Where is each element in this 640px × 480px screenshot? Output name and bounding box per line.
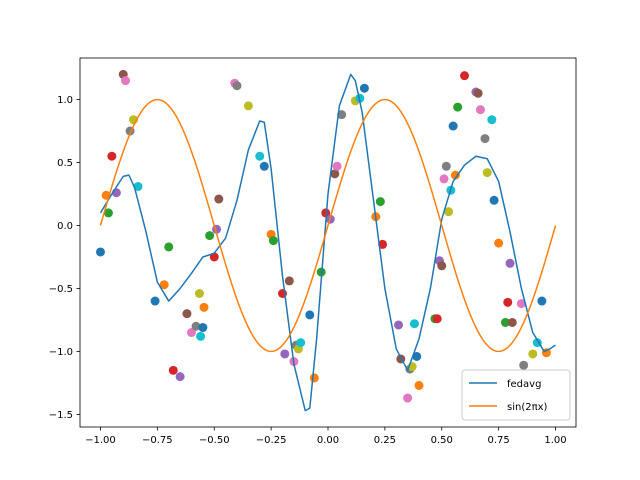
x-tick-label: 0.00: [317, 435, 339, 446]
x-tick-label: −1.00: [85, 435, 116, 446]
scatter-point: [150, 296, 160, 306]
y-tick-label: 0.5: [57, 158, 73, 169]
scatter-point: [164, 242, 174, 252]
x-tick-label: 0.75: [488, 435, 510, 446]
scatter-point: [305, 310, 315, 320]
scatter-point: [448, 121, 458, 131]
scatter-point: [519, 360, 529, 370]
scatter-point: [359, 83, 369, 93]
scatter-point: [475, 105, 485, 115]
scatter-point: [186, 328, 196, 338]
scatter-point: [337, 110, 347, 120]
y-tick-label: 1.0: [57, 95, 73, 106]
scatter-point: [175, 372, 185, 382]
scatter-point: [412, 351, 422, 361]
scatter-point: [439, 174, 449, 184]
y-tick-label: 0.0: [57, 221, 73, 232]
scatter-point: [494, 238, 504, 248]
scatter-point: [191, 321, 201, 331]
sine-line: [99, 98, 557, 353]
x-tick-label: 0.50: [431, 435, 453, 446]
scatter-point: [284, 276, 294, 286]
scatter-point: [133, 181, 143, 191]
scatter-point: [507, 317, 517, 327]
scatter-point: [103, 208, 113, 218]
scatter-point: [528, 349, 538, 359]
scatter-point: [473, 88, 483, 98]
scatter-point: [95, 247, 105, 257]
legend-fedavg-label: fedavg: [507, 379, 541, 390]
scatter-point: [168, 365, 178, 375]
scatter-point: [268, 236, 278, 246]
scatter-point: [259, 161, 269, 171]
scatter-point: [194, 289, 204, 299]
x-tick-label: 0.25: [374, 435, 396, 446]
y-tick-label: −1.0: [49, 347, 73, 358]
scatter-point: [280, 349, 290, 359]
scatter-point: [450, 170, 460, 180]
scatter-point: [480, 134, 490, 144]
scatter-point: [196, 331, 206, 341]
scatter-point: [537, 296, 547, 306]
scatter-point: [414, 380, 424, 390]
scatter-point: [403, 393, 413, 403]
scatter-point: [500, 317, 510, 327]
x-tick-label: −0.50: [199, 435, 230, 446]
plot-area: [95, 69, 557, 412]
x-tick-label: 1.00: [544, 435, 566, 446]
scatter-point: [503, 297, 513, 307]
scatter-point: [453, 102, 463, 112]
scatter-point: [309, 373, 319, 383]
scatter-point: [182, 309, 192, 319]
scatter-point: [198, 323, 208, 333]
scatter-point: [444, 207, 454, 217]
scatter-point: [375, 197, 385, 207]
scatter-point: [441, 161, 451, 171]
scatter-point: [487, 115, 497, 125]
scatter-point: [437, 261, 447, 271]
scatter-point: [409, 319, 419, 329]
legend-sine-label: sin(2πx): [507, 402, 548, 413]
scatter-point: [159, 280, 169, 290]
scatter-point: [107, 151, 117, 161]
scatter-point: [505, 258, 515, 268]
scatter-point: [432, 314, 442, 324]
scatter-point: [482, 168, 492, 178]
scatter-point: [121, 76, 131, 86]
scatter-point: [330, 169, 340, 179]
y-tick-label: −1.5: [49, 410, 73, 421]
scatter-point: [232, 81, 242, 91]
scatter-point: [394, 320, 404, 330]
scatter-point: [296, 338, 306, 348]
scatter-point: [332, 161, 342, 171]
scatter-point: [243, 101, 253, 111]
scatter-point: [489, 195, 499, 205]
scatter-point: [460, 71, 470, 81]
scatter-point: [205, 231, 215, 241]
scatter-point: [516, 299, 526, 309]
scatter-point: [214, 194, 224, 204]
x-tick-label: −0.25: [256, 435, 287, 446]
y-tick-label: −0.5: [49, 284, 73, 295]
x-tick-label: −0.75: [142, 435, 173, 446]
scatter-point: [199, 302, 209, 312]
scatter-point: [378, 239, 388, 249]
axes: −1.00 −0.75 −0.50 −0.25 0.00 0.25 0.50 0.75 1.00…: [49, 57, 577, 446]
scatter-point: [255, 151, 265, 161]
fedavg-line: [99, 73, 556, 412]
scatter-point: [321, 208, 331, 218]
legend: fedavg sin(2πx): [461, 369, 571, 421]
